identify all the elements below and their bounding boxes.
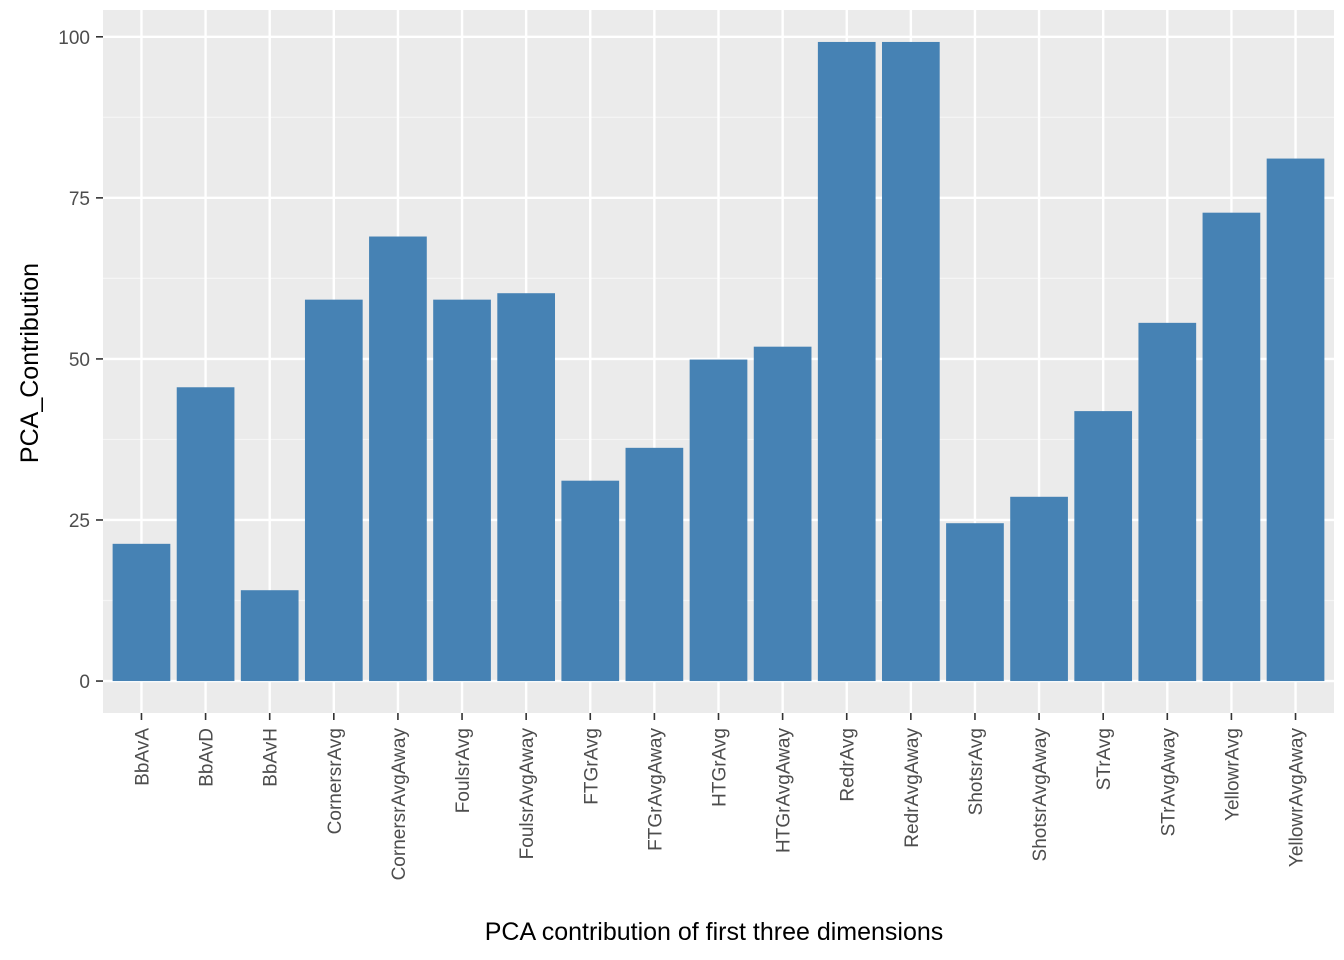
bar-STrAvgAway xyxy=(1138,322,1197,682)
x-tick-label: FTGrAvg xyxy=(581,728,602,805)
bar-CornersrAvg xyxy=(304,299,363,682)
bar-ShotsrAvgAway xyxy=(1010,496,1068,682)
bar-CornersrAvgAway xyxy=(369,236,427,682)
x-tick-label: FTGrAvgAway xyxy=(645,728,666,851)
bar-YellowrAvg xyxy=(1202,212,1261,682)
y-tick-label: 25 xyxy=(69,511,90,532)
bar-YellowrAvgAway xyxy=(1266,158,1325,682)
y-tick-label: 50 xyxy=(69,350,90,371)
bar-BbAvD xyxy=(176,387,235,682)
x-tick-label: FoulsrAvg xyxy=(453,728,474,813)
x-tick-label: STrAvg xyxy=(1094,728,1115,790)
x-tick-label: BbAvH xyxy=(261,728,282,787)
x-tick-label: CornersrAvgAway xyxy=(389,728,410,881)
x-tick-label: HTGrAvg xyxy=(710,728,731,807)
x-tick-label: CornersrAvg xyxy=(325,728,346,834)
y-tick-label: 0 xyxy=(79,672,90,693)
x-tick-label: ShotsrAvg xyxy=(966,728,987,815)
x-axis-title: PCA contribution of first three dimensio… xyxy=(485,918,944,946)
x-tick-label: HTGrAvgAway xyxy=(774,728,795,853)
bar-RedrAvgAway xyxy=(881,41,940,682)
x-tick-label: RedrAvg xyxy=(838,728,859,802)
x-tick-label: ShotsrAvgAway xyxy=(1030,728,1051,862)
bar-HTGrAvgAway xyxy=(753,346,812,682)
y-axis: 0 25 50 75 100 xyxy=(58,28,103,693)
x-tick-label: BbAvA xyxy=(132,728,153,786)
bar-FoulsrAvg xyxy=(433,299,491,682)
x-tick-label: STrAvgAway xyxy=(1158,728,1179,837)
x-tick-label: FoulsrAvgAway xyxy=(517,728,538,860)
bar-FTGrAvgAway xyxy=(625,447,684,682)
x-tick-label: YellowrAvgAway xyxy=(1287,728,1308,868)
x-tick-label: BbAvD xyxy=(197,728,218,787)
y-axis-title: PCA_Contribution xyxy=(16,263,44,463)
bar-FTGrAvg xyxy=(561,480,620,682)
bar-BbAvA xyxy=(112,543,171,682)
bar-BbAvH xyxy=(240,590,299,682)
bar-ShotsrAvg xyxy=(946,523,1004,682)
y-tick-label: 100 xyxy=(58,28,90,49)
bars xyxy=(112,41,1325,682)
bar-RedrAvg xyxy=(817,41,876,682)
y-tick-label: 75 xyxy=(69,189,90,210)
bar-FoulsrAvgAway xyxy=(497,293,556,682)
bar-HTGrAvg xyxy=(689,359,748,682)
x-tick-label: RedrAvgAway xyxy=(902,728,923,848)
x-tick-label: YellowrAvg xyxy=(1222,728,1243,821)
x-axis: BbAvA BbAvD BbAvH CornersrAvg CornersrAvgAwa… xyxy=(132,713,1308,881)
bar-STrAvg xyxy=(1074,411,1133,682)
